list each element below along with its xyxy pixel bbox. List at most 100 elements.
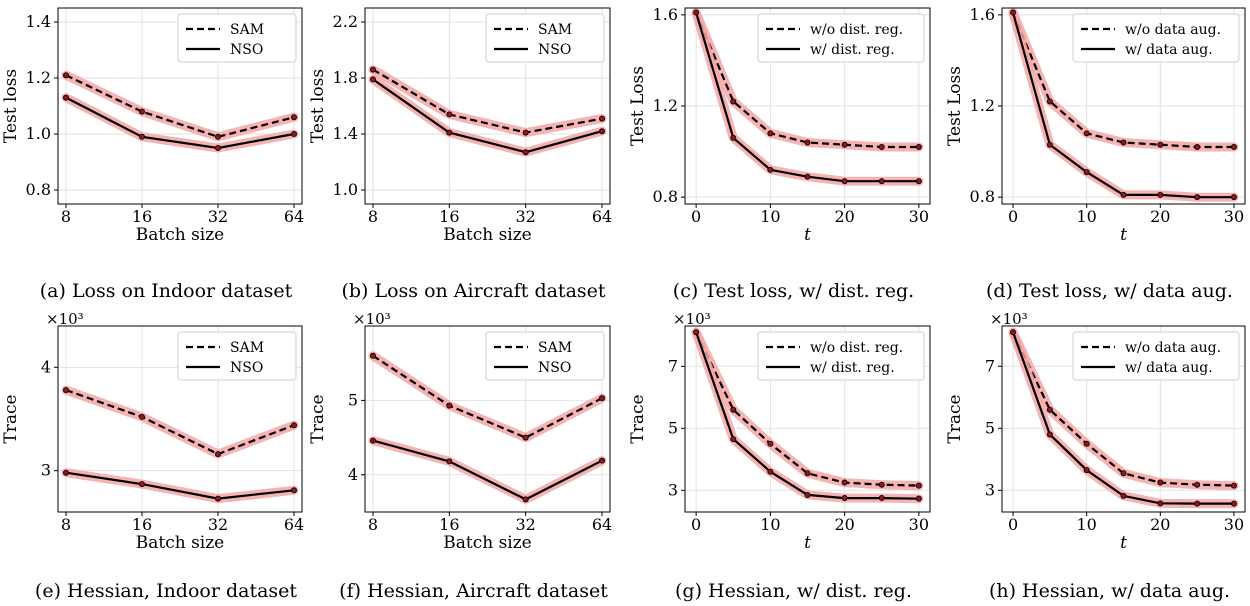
x-tick-label: 20 [1150,207,1170,226]
x-tick-label: 30 [909,207,929,226]
y-tick-label: 4 [41,357,51,376]
series-0-point-6 [1230,482,1237,489]
series-0-point-4 [841,141,848,148]
y-tick-label: 3 [985,480,995,499]
x-tick-label: 64 [284,207,304,226]
series-0-line [372,68,603,134]
y-tick-label: 5 [668,418,678,437]
legend-label: w/o data aug. [1125,340,1221,356]
series-1-point-3 [1120,191,1127,198]
legend-label: w/o dist. reg. [810,22,903,38]
x-tick-label: 16 [132,207,152,226]
series-1-point-2 [214,144,221,151]
x-tick-label: 8 [368,515,378,534]
series-0-point-0 [63,387,70,394]
x-tick-label: 16 [132,515,152,534]
y-axis-label: Test Loss [945,66,965,146]
y-tick-label: 1.8 [333,68,358,87]
series-1-point-6 [1230,194,1237,201]
y-tick-label: 1.6 [653,5,678,24]
series-0-point-5 [878,481,885,488]
y-axis-label: Test loss [1,69,21,143]
series-0-point-0 [63,72,70,79]
subplot-f: 8 16 32 64 4 5 Batch size Trace ×10³ SAM NSO (f) He… [308,310,612,602]
x-tick-label: 20 [834,207,854,226]
series-0-line [65,74,295,138]
x-tick-label: 64 [284,515,304,534]
series-1-point-1 [446,129,453,136]
x-axis-label: Batch size [136,533,225,553]
series-0-point-2 [522,434,529,441]
subplot-caption: (b) Loss on Aircraft dataset [341,280,605,302]
y-tick-label: 5 [348,390,358,409]
x-tick-label: 20 [834,515,854,534]
series-1-point-3 [290,487,297,494]
series-1-point-5 [878,495,885,502]
series-1-point-3 [599,128,606,135]
series-0-point-6 [915,482,922,489]
x-tick-label: 16 [439,207,459,226]
axes-frame [364,325,611,513]
subplot-a: 8 16 32 64 0.8 1.0 1.2 1.4 Batch size Test loss SA… [1,7,304,302]
subplot-e: 8 16 32 64 3 4 Batch size Trace ×10³ SAM NSO (e) He… [1,310,304,602]
legend-label: w/o data aug. [1125,22,1221,38]
series-0-line [372,354,603,439]
x-tick-label: 10 [760,515,780,534]
y-tick-label: 5 [985,418,995,437]
legend-label: SAM [538,22,572,38]
series-0-point-2 [1083,130,1090,137]
series-0-point-0 [369,352,376,359]
series-0-point-2 [1083,440,1090,447]
y-tick-label: 1.2 [26,68,51,87]
x-tick-label: 30 [1224,515,1244,534]
y-tick-label: 1.6 [970,5,995,24]
exponent-label: ×10³ [46,310,84,328]
series-0-point-4 [1157,141,1164,148]
series-1-point-1 [730,134,737,141]
series-0-point-1 [730,406,737,413]
y-tick-label: 7 [668,356,678,375]
series-1-point-2 [522,149,529,156]
legend-label: NSO [230,360,263,376]
y-tick-label: 1.2 [653,96,678,115]
series-0-point-2 [522,129,529,136]
y-tick-label: 0.8 [970,187,995,206]
y-tick-label: 0.8 [26,180,51,199]
series-0-point-3 [1120,139,1127,146]
x-tick-label: 0 [691,207,701,226]
x-axis-label: Batch size [443,533,532,553]
x-tick-label: 8 [61,207,71,226]
y-axis-label: Trace [628,394,648,443]
x-tick-label: 20 [1150,515,1170,534]
y-axis-label: Test loss [308,69,328,143]
legend-label: w/ data aug. [1125,360,1213,376]
series-0-point-4 [841,479,848,486]
series-0-band [61,70,299,142]
subplot-caption: (d) Test loss, w/ data aug. [986,280,1233,302]
series-1-point-2 [767,468,774,475]
series-0-point-3 [290,114,297,121]
legend-label: w/o dist. reg. [810,340,903,356]
x-tick-label: 30 [1224,207,1244,226]
y-tick-label: 1.4 [333,124,358,143]
series-1-line [372,78,603,154]
series-1-point-4 [841,495,848,502]
series-1-point-0 [1010,9,1017,16]
subplot-h: 0 10 20 30 3 5 7 t Trace ×10³ w/o data aug. w/ data… [945,310,1246,602]
y-tick-label: 3 [41,461,51,480]
y-tick-label: 0.8 [653,187,678,206]
series-1-point-1 [1046,141,1053,148]
legend-label: w/ dist. reg. [810,42,895,58]
x-tick-label: 10 [1077,515,1097,534]
x-tick-label: 8 [61,515,71,534]
series-1-line [65,96,295,150]
series-0-point-2 [767,440,774,447]
legend-label: NSO [538,360,571,376]
subplot-caption: (c) Test loss, w/ dist. reg. [673,280,914,302]
y-tick-label: 7 [985,356,995,375]
series-1-point-0 [369,437,376,444]
subplot-caption: (g) Hessian, w/ dist. reg. [675,580,912,602]
series-0-point-1 [138,413,145,420]
x-tick-label: 32 [515,207,535,226]
series-1-point-3 [1120,492,1127,499]
